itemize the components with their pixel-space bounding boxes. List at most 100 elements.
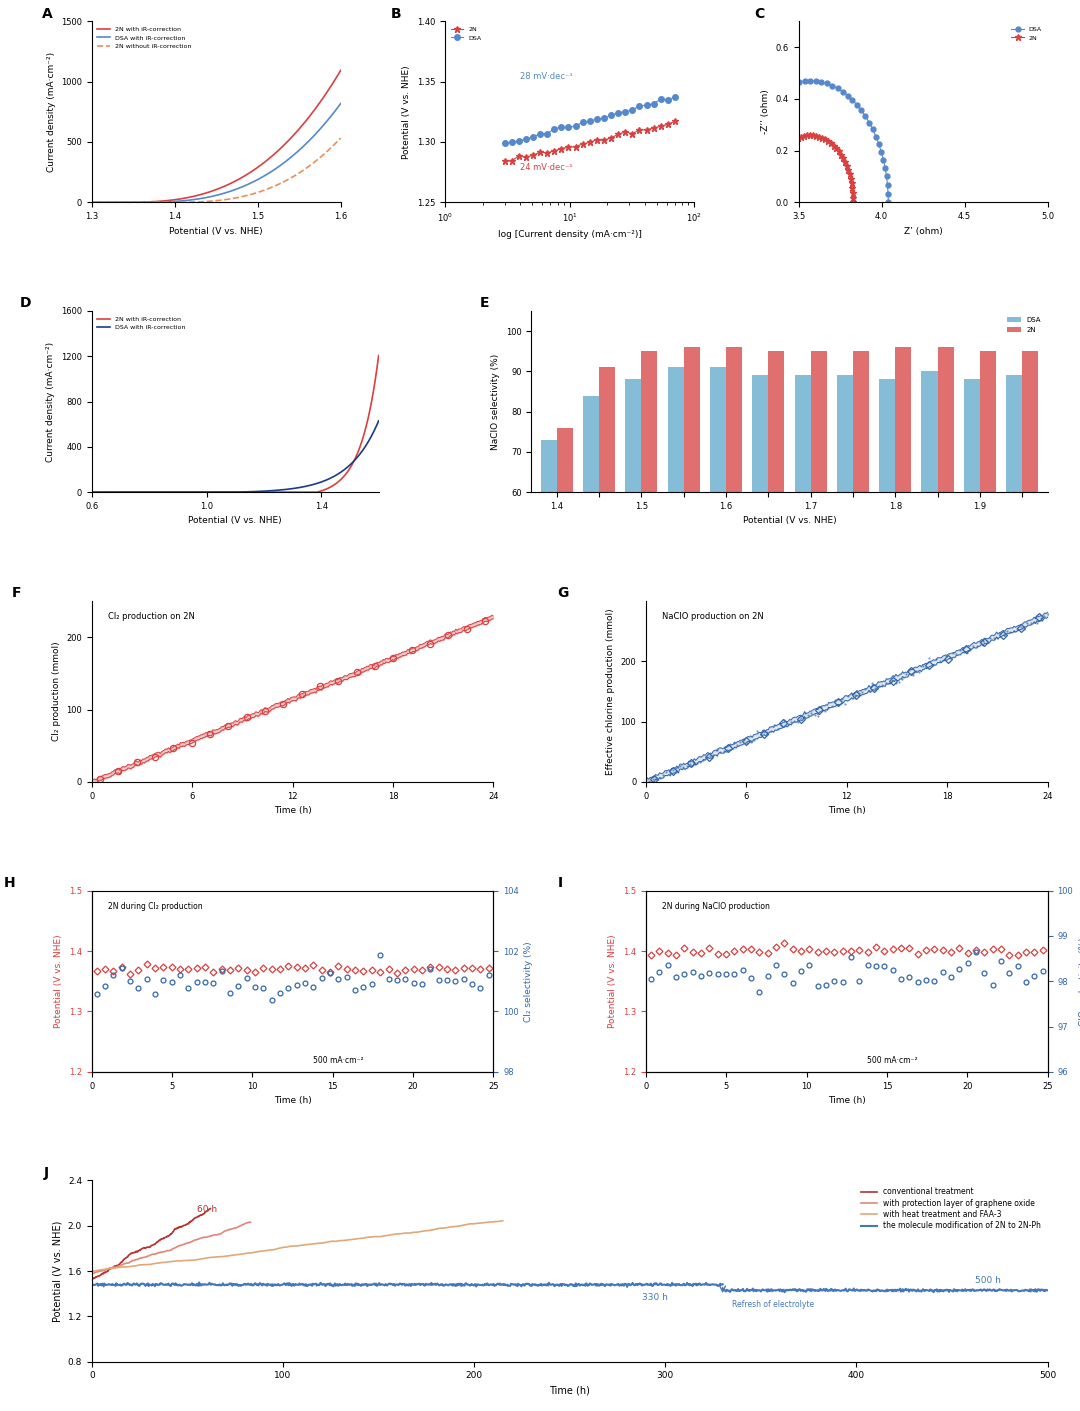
conventional treatment (85, 1271, 98, 1288)
2N (505, 152, 518, 169)
DSA (741, 121, 754, 138)
2N with iR-correction (365, 392, 378, 409)
Y-axis label: ClO⁻ selectivity (%): ClO⁻ selectivity (%) (1079, 937, 1080, 1026)
2N (512, 148, 525, 165)
Y-axis label: Current density (mA·cm⁻²): Current density (mA·cm⁻²) (46, 52, 55, 172)
the molecule modification of 2N to 2N-Ph (755, 1281, 768, 1298)
DSA (548, 120, 561, 137)
the molecule modification of 2N to 2N-Ph (1041, 1283, 1054, 1300)
Text: 2N during NaClO production: 2N during NaClO production (662, 902, 770, 910)
2N with iR-correction (85, 484, 98, 501)
2N without iR-correction (334, 130, 347, 147)
2N (619, 124, 632, 141)
2N (548, 143, 561, 159)
Line: DSA: DSA (730, 78, 891, 205)
DSA (815, 73, 828, 90)
DSA (583, 113, 596, 130)
DSA (733, 144, 746, 161)
2N (829, 140, 842, 157)
the molecule modification of 2N to 2N-Ph (953, 1281, 966, 1298)
Line: DSA with iR-correction: DSA with iR-correction (92, 420, 379, 492)
2N (605, 130, 618, 147)
Bar (1007, 375, 1022, 734)
2N with iR-correction (85, 193, 98, 210)
2N (827, 137, 840, 154)
Line: 2N with iR-correction: 2N with iR-correction (92, 71, 340, 202)
DSA (541, 126, 554, 143)
2N (816, 130, 829, 147)
DSA (728, 168, 741, 185)
2N with iR-correction (321, 480, 334, 497)
2N (765, 166, 778, 183)
Bar (726, 347, 742, 734)
Y-axis label: Potential (V vs. NHE): Potential (V vs. NHE) (52, 1221, 63, 1322)
conventional treatment (171, 1221, 184, 1237)
Text: 500 mA·cm⁻²: 500 mA·cm⁻² (313, 1055, 363, 1065)
with protection layer of graphene oxide (85, 1266, 98, 1283)
DSA (576, 114, 589, 131)
with heat treatment and FAA-3 (249, 1243, 262, 1260)
DSA with iR-correction (85, 193, 98, 210)
Y-axis label: Cl₂ production (mmol): Cl₂ production (mmol) (52, 642, 60, 741)
2N with iR-correction (221, 484, 234, 501)
2N (611, 126, 624, 143)
Bar (667, 367, 684, 734)
DSA (555, 119, 568, 135)
2N (769, 154, 782, 171)
2N with iR-correction (203, 183, 216, 200)
DSA (726, 193, 739, 210)
Bar (599, 367, 616, 734)
2N without iR-correction (328, 135, 341, 152)
Text: 2N during Cl₂ production: 2N during Cl₂ production (108, 902, 202, 910)
X-axis label: Potential (V vs. NHE): Potential (V vs. NHE) (743, 516, 836, 525)
Bar (963, 380, 980, 734)
DSA (798, 72, 811, 89)
with heat treatment and FAA-3 (86, 1263, 99, 1280)
DSA (882, 193, 895, 210)
the molecule modification of 2N to 2N-Ph (922, 1283, 935, 1300)
2N (807, 127, 820, 144)
2N (527, 147, 540, 164)
DSA (777, 80, 789, 97)
Line: DSA: DSA (502, 95, 677, 145)
DSA (757, 96, 770, 113)
Line: 2N: 2N (501, 119, 678, 165)
2N with iR-correction (205, 183, 218, 200)
Bar (541, 440, 556, 734)
2N without iR-correction (233, 189, 246, 206)
DSA (875, 144, 888, 161)
Legend: conventional treatment, with protection layer of graphene oxide, with heat treat: conventional treatment, with protection … (859, 1184, 1043, 1233)
DSA (877, 151, 890, 168)
DSA with iR-correction (233, 179, 246, 196)
with heat treatment and FAA-3 (85, 1263, 98, 1280)
DSA (826, 78, 839, 95)
conventional treatment (132, 1242, 145, 1259)
Bar (583, 395, 599, 734)
2N without iR-correction (220, 190, 233, 207)
Legend: 2N with iR-correction, DSA with iR-correction: 2N with iR-correction, DSA with iR-corre… (95, 315, 188, 333)
with heat treatment and FAA-3 (386, 1226, 399, 1243)
the molecule modification of 2N to 2N-Ph (823, 1281, 836, 1298)
2N (760, 193, 773, 210)
DSA (527, 128, 540, 145)
2N without iR-correction (203, 193, 216, 210)
Bar (684, 347, 700, 734)
Bar (752, 375, 768, 734)
2N (783, 135, 796, 152)
Text: E: E (480, 296, 489, 310)
Y-axis label: Potential (V vs. NHE): Potential (V vs. NHE) (403, 65, 411, 158)
2N (555, 140, 568, 157)
Legend: DSA, 2N: DSA, 2N (1009, 24, 1044, 44)
2N (847, 189, 860, 206)
DSA (512, 133, 525, 150)
2N (761, 179, 774, 196)
Legend: DSA, 2N: DSA, 2N (1004, 315, 1044, 336)
Bar (921, 371, 937, 734)
Bar (937, 347, 954, 734)
Line: with protection layer of graphene oxide: with protection layer of graphene oxide (92, 1222, 251, 1274)
DSA (534, 126, 546, 143)
DSA (605, 107, 618, 124)
2N with iR-correction (220, 176, 233, 193)
DSA (591, 110, 604, 127)
X-axis label: Time (h): Time (h) (273, 806, 311, 816)
